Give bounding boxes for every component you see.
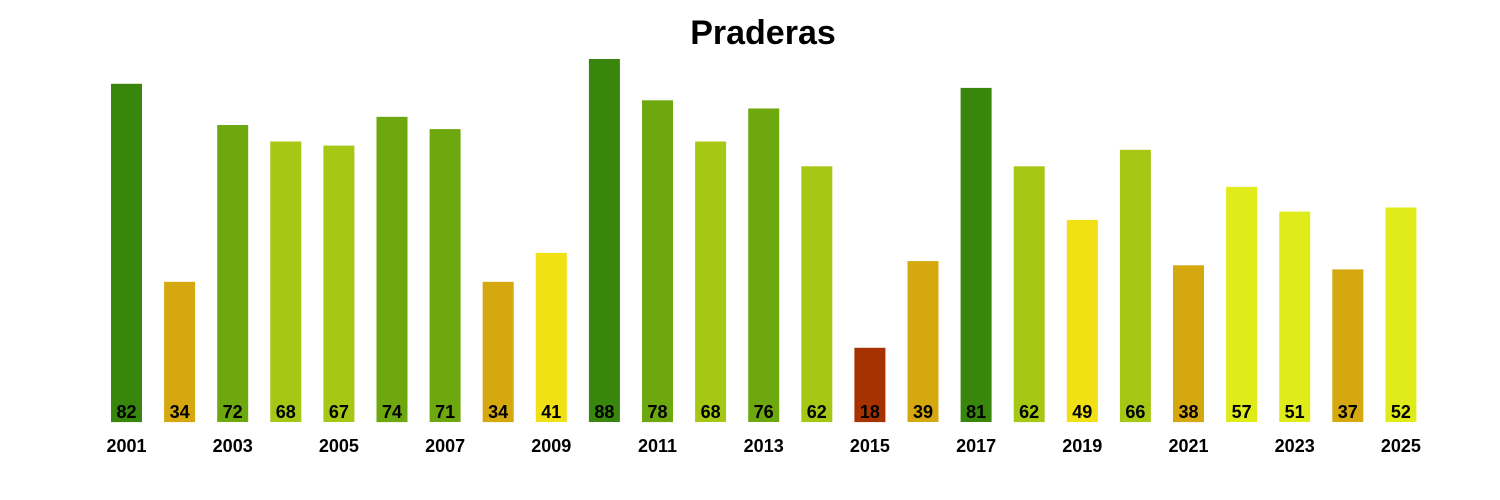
bar-2007 bbox=[429, 129, 461, 422]
bar-2004 bbox=[270, 141, 302, 422]
bar-2008 bbox=[482, 281, 514, 423]
value-label-2006: 74 bbox=[382, 402, 402, 422]
x-tick-label-2019: 2019 bbox=[1062, 436, 1102, 456]
value-label-2023: 51 bbox=[1285, 402, 1305, 422]
x-tick-label-2023: 2023 bbox=[1275, 436, 1315, 456]
bar-2006 bbox=[376, 116, 408, 423]
value-label-2011: 78 bbox=[647, 402, 667, 422]
bar-2016 bbox=[907, 261, 939, 422]
value-label-2013: 76 bbox=[754, 402, 774, 422]
bar-2013 bbox=[748, 108, 780, 422]
x-tick-label-2015: 2015 bbox=[850, 436, 890, 456]
x-tick-label-2001: 2001 bbox=[106, 436, 146, 456]
value-label-2002: 34 bbox=[170, 402, 190, 422]
bar-2022 bbox=[1226, 186, 1258, 422]
bar-2002 bbox=[164, 281, 196, 423]
x-tick-label-2003: 2003 bbox=[213, 436, 253, 456]
value-label-2004: 68 bbox=[276, 402, 296, 422]
x-tick-label-2021: 2021 bbox=[1168, 436, 1208, 456]
bar-2018 bbox=[1013, 166, 1045, 423]
value-label-2020: 66 bbox=[1125, 402, 1145, 422]
chart-title: Praderas bbox=[690, 14, 836, 52]
bars-group bbox=[111, 59, 1417, 423]
value-label-2007: 71 bbox=[435, 402, 455, 422]
value-label-2001: 82 bbox=[116, 402, 136, 422]
value-label-2003: 72 bbox=[223, 402, 243, 422]
bar-2025 bbox=[1385, 207, 1417, 422]
value-label-2010: 88 bbox=[594, 402, 614, 422]
value-label-2017: 81 bbox=[966, 402, 986, 422]
value-label-2015: 18 bbox=[860, 402, 880, 422]
value-label-2025: 52 bbox=[1391, 402, 1411, 422]
value-label-2009: 41 bbox=[541, 402, 561, 422]
x-tick-labels-group: 2001 2003 2005 2007 2009 2011 2013 2015 2017 2019… bbox=[106, 436, 1420, 456]
x-tick-label-2011: 2011 bbox=[638, 436, 677, 456]
x-tick-label-2005: 2005 bbox=[319, 436, 359, 456]
value-label-2021: 38 bbox=[1178, 402, 1198, 422]
bar-2023 bbox=[1279, 211, 1311, 422]
bar-2011 bbox=[642, 100, 673, 423]
x-tick-label-2013: 2013 bbox=[744, 436, 784, 456]
bar-2017 bbox=[960, 87, 992, 423]
value-label-2008: 34 bbox=[488, 402, 508, 422]
value-label-2024: 37 bbox=[1338, 402, 1358, 422]
x-tick-label-2007: 2007 bbox=[425, 436, 465, 456]
value-label-2016: 39 bbox=[913, 402, 933, 422]
bar-2014 bbox=[801, 166, 833, 423]
bar-2009 bbox=[535, 252, 567, 422]
value-label-2022: 57 bbox=[1232, 402, 1252, 422]
bar-2021 bbox=[1173, 265, 1204, 423]
value-label-2005: 67 bbox=[329, 402, 349, 422]
bar-2024 bbox=[1332, 269, 1364, 422]
bar-2020 bbox=[1119, 149, 1151, 423]
x-tick-label-2025: 2025 bbox=[1381, 436, 1421, 456]
value-label-2012: 68 bbox=[701, 402, 721, 422]
value-label-2018: 62 bbox=[1019, 402, 1039, 422]
x-tick-label-2009: 2009 bbox=[531, 436, 571, 456]
bar-2005 bbox=[323, 145, 355, 422]
bar-2015 bbox=[854, 347, 886, 423]
value-label-2019: 49 bbox=[1072, 402, 1092, 422]
bar-2001 bbox=[111, 83, 142, 423]
bar-2010 bbox=[588, 59, 620, 422]
bar-2003 bbox=[217, 125, 249, 422]
bar-2012 bbox=[695, 141, 727, 422]
x-tick-label-2017: 2017 bbox=[956, 436, 996, 456]
bar-2019 bbox=[1066, 219, 1098, 422]
value-label-2014: 62 bbox=[807, 402, 827, 422]
value-labels-group: 82 34 72 68 67 74 71 34 41 88 78 68 76 62 18 39 81 62 49 66… bbox=[116, 402, 1410, 422]
